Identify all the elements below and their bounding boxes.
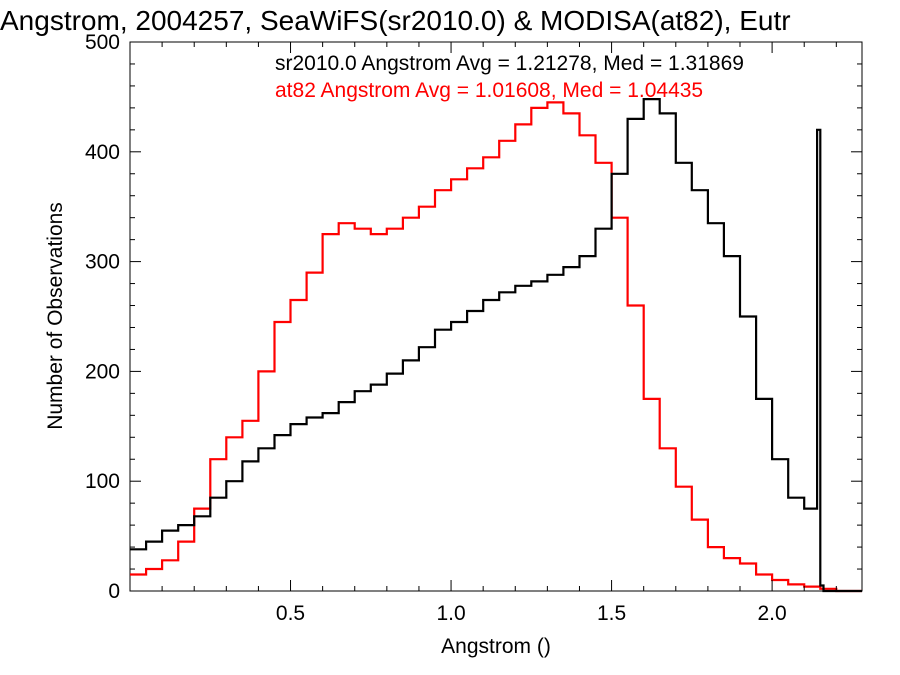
chart-title: Angstrom, 2004257, SeaWiFS(sr2010.0) & M… bbox=[0, 5, 791, 36]
x-tick-label: 1.0 bbox=[436, 602, 465, 625]
plot-frame bbox=[129, 41, 863, 592]
series-layer bbox=[130, 98, 862, 593]
y-axis-label: Number of Observations bbox=[44, 202, 67, 430]
x-tick-label: 1.5 bbox=[597, 602, 626, 625]
y-tick-label: 500 bbox=[85, 31, 120, 54]
y-tick-label: 0 bbox=[108, 580, 120, 603]
x-axis-label: Angstrom () bbox=[441, 635, 551, 658]
series-line-1 bbox=[130, 101, 862, 593]
annotation-sr2010: sr2010.0 Angstrom Avg = 1.21278, Med = 1… bbox=[275, 52, 744, 75]
x-tick-label: 0.5 bbox=[276, 602, 305, 625]
y-axis: 0 100 200 300 400 500 bbox=[85, 31, 862, 603]
x-tick-label: 2.0 bbox=[758, 602, 787, 625]
y-tick-label: 400 bbox=[85, 141, 120, 164]
series-line-0 bbox=[130, 98, 862, 593]
annotation-at82: at82 Angstrom Avg = 1.01608, Med = 1.044… bbox=[275, 79, 703, 102]
x-axis: 0.5 1.0 1.5 2.0 bbox=[161, 42, 837, 625]
y-tick-label: 300 bbox=[85, 251, 120, 274]
y-tick-label: 200 bbox=[85, 360, 120, 383]
y-tick-label: 100 bbox=[85, 470, 120, 493]
